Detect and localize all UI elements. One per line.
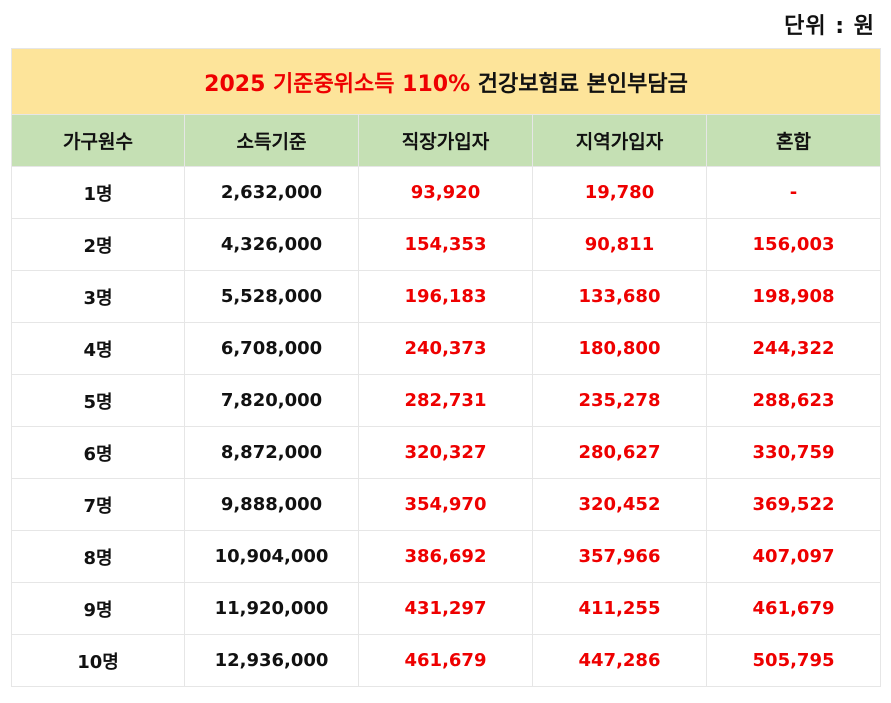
cell-employee: 431,297 xyxy=(358,582,533,635)
header-income: 소득기준 xyxy=(184,114,359,167)
cell-income: 12,936,000 xyxy=(184,634,359,687)
cell-employee: 154,353 xyxy=(358,218,533,271)
cell-mixed: 330,759 xyxy=(705,426,882,479)
cell-mixed: 288,623 xyxy=(705,374,882,427)
cell-mixed: 461,679 xyxy=(705,582,882,635)
table-title-row: 2025 기준중위소득 110% 건강보험료 본인부담금 xyxy=(10,48,882,115)
cell-members: 5명 xyxy=(11,374,185,427)
cell-employee: 93,920 xyxy=(358,166,533,219)
cell-income: 6,708,000 xyxy=(184,322,359,375)
cell-regional: 235,278 xyxy=(532,374,707,427)
table-row: 4명 6,708,000 240,373 180,800 244,322 xyxy=(11,322,882,375)
cell-regional: 411,255 xyxy=(532,582,707,635)
unit-label: 단위 : 원 xyxy=(784,14,875,39)
cell-regional: 447,286 xyxy=(532,634,707,687)
cell-regional: 320,452 xyxy=(532,478,707,531)
cell-employee: 240,373 xyxy=(358,322,533,375)
cell-mixed: 244,322 xyxy=(705,322,882,375)
cell-income: 10,904,000 xyxy=(184,530,359,583)
table-row: 10명 12,936,000 461,679 447,286 505,795 xyxy=(11,634,882,687)
cell-income: 2,632,000 xyxy=(184,166,359,219)
cell-mixed: 407,097 xyxy=(705,530,882,583)
cell-employee: 461,679 xyxy=(358,634,533,687)
cell-mixed: - xyxy=(705,166,882,219)
cell-members: 7명 xyxy=(11,478,185,531)
table-row: 1명 2,632,000 93,920 19,780- xyxy=(11,166,882,219)
cell-income: 7,820,000 xyxy=(184,374,359,427)
cell-income: 8,872,000 xyxy=(184,426,359,479)
cell-mixed: 198,908 xyxy=(705,270,882,323)
header-mixed: 혼합 xyxy=(705,114,882,167)
premium-table: 2025 기준중위소득 110% 건강보험료 본인부담금 가구원수 소득기준 직… xyxy=(10,48,882,687)
cell-regional: 280,627 xyxy=(532,426,707,479)
cell-regional: 19,780 xyxy=(532,166,707,219)
cell-members: 2명 xyxy=(11,218,185,271)
cell-members: 10명 xyxy=(11,634,185,687)
header-members: 가구원수 xyxy=(11,114,185,167)
table-row: 9명 11,920,000 431,297 411,255 461,679 xyxy=(11,582,882,635)
cell-employee: 320,327 xyxy=(358,426,533,479)
table-title-highlight: 2025 기준중위소득 110% xyxy=(204,71,471,97)
cell-income: 9,888,000 xyxy=(184,478,359,531)
table-row: 6명 8,872,000 320,327 280,627 330,759 xyxy=(11,426,882,479)
table-title: 2025 기준중위소득 110% 건강보험료 본인부담금 xyxy=(10,48,882,115)
cell-members: 4명 xyxy=(11,322,185,375)
cell-members: 9명 xyxy=(11,582,185,635)
cell-income: 4,326,000 xyxy=(184,218,359,271)
table-row: 7명 9,888,000 354,970 320,452 369,522 xyxy=(11,478,882,531)
cell-employee: 196,183 xyxy=(358,270,533,323)
table-title-rest: 건강보험료 본인부담금 xyxy=(470,71,688,97)
cell-regional: 133,680 xyxy=(532,270,707,323)
cell-members: 1명 xyxy=(11,166,185,219)
cell-mixed: 156,003 xyxy=(705,218,882,271)
cell-regional: 180,800 xyxy=(532,322,707,375)
table-header-row: 가구원수 소득기준 직장가입자 지역가입자 혼합 xyxy=(11,114,882,167)
premium-table-container: 2025 기준중위소득 110% 건강보험료 본인부담금 가구원수 소득기준 직… xyxy=(10,48,882,687)
header-regional: 지역가입자 xyxy=(532,114,707,167)
cell-employee: 386,692 xyxy=(358,530,533,583)
table-row: 2명 4,326,000 154,353 90,811 156,003 xyxy=(11,218,882,271)
cell-members: 6명 xyxy=(11,426,185,479)
cell-mixed: 369,522 xyxy=(705,478,882,531)
header-employee: 직장가입자 xyxy=(358,114,533,167)
cell-members: 8명 xyxy=(11,530,185,583)
table-row: 3명 5,528,000 196,183 133,680 198,908 xyxy=(11,270,882,323)
cell-regional: 357,966 xyxy=(532,530,707,583)
cell-income: 11,920,000 xyxy=(184,582,359,635)
cell-income: 5,528,000 xyxy=(184,270,359,323)
cell-members: 3명 xyxy=(11,270,185,323)
table-row: 5명 7,820,000 282,731 235,278 288,623 xyxy=(11,374,882,427)
cell-employee: 354,970 xyxy=(358,478,533,531)
cell-mixed: 505,795 xyxy=(705,634,882,687)
cell-employee: 282,731 xyxy=(358,374,533,427)
cell-regional: 90,811 xyxy=(532,218,707,271)
table-row: 8명 10,904,000 386,692 357,966 407,097 xyxy=(11,530,882,583)
